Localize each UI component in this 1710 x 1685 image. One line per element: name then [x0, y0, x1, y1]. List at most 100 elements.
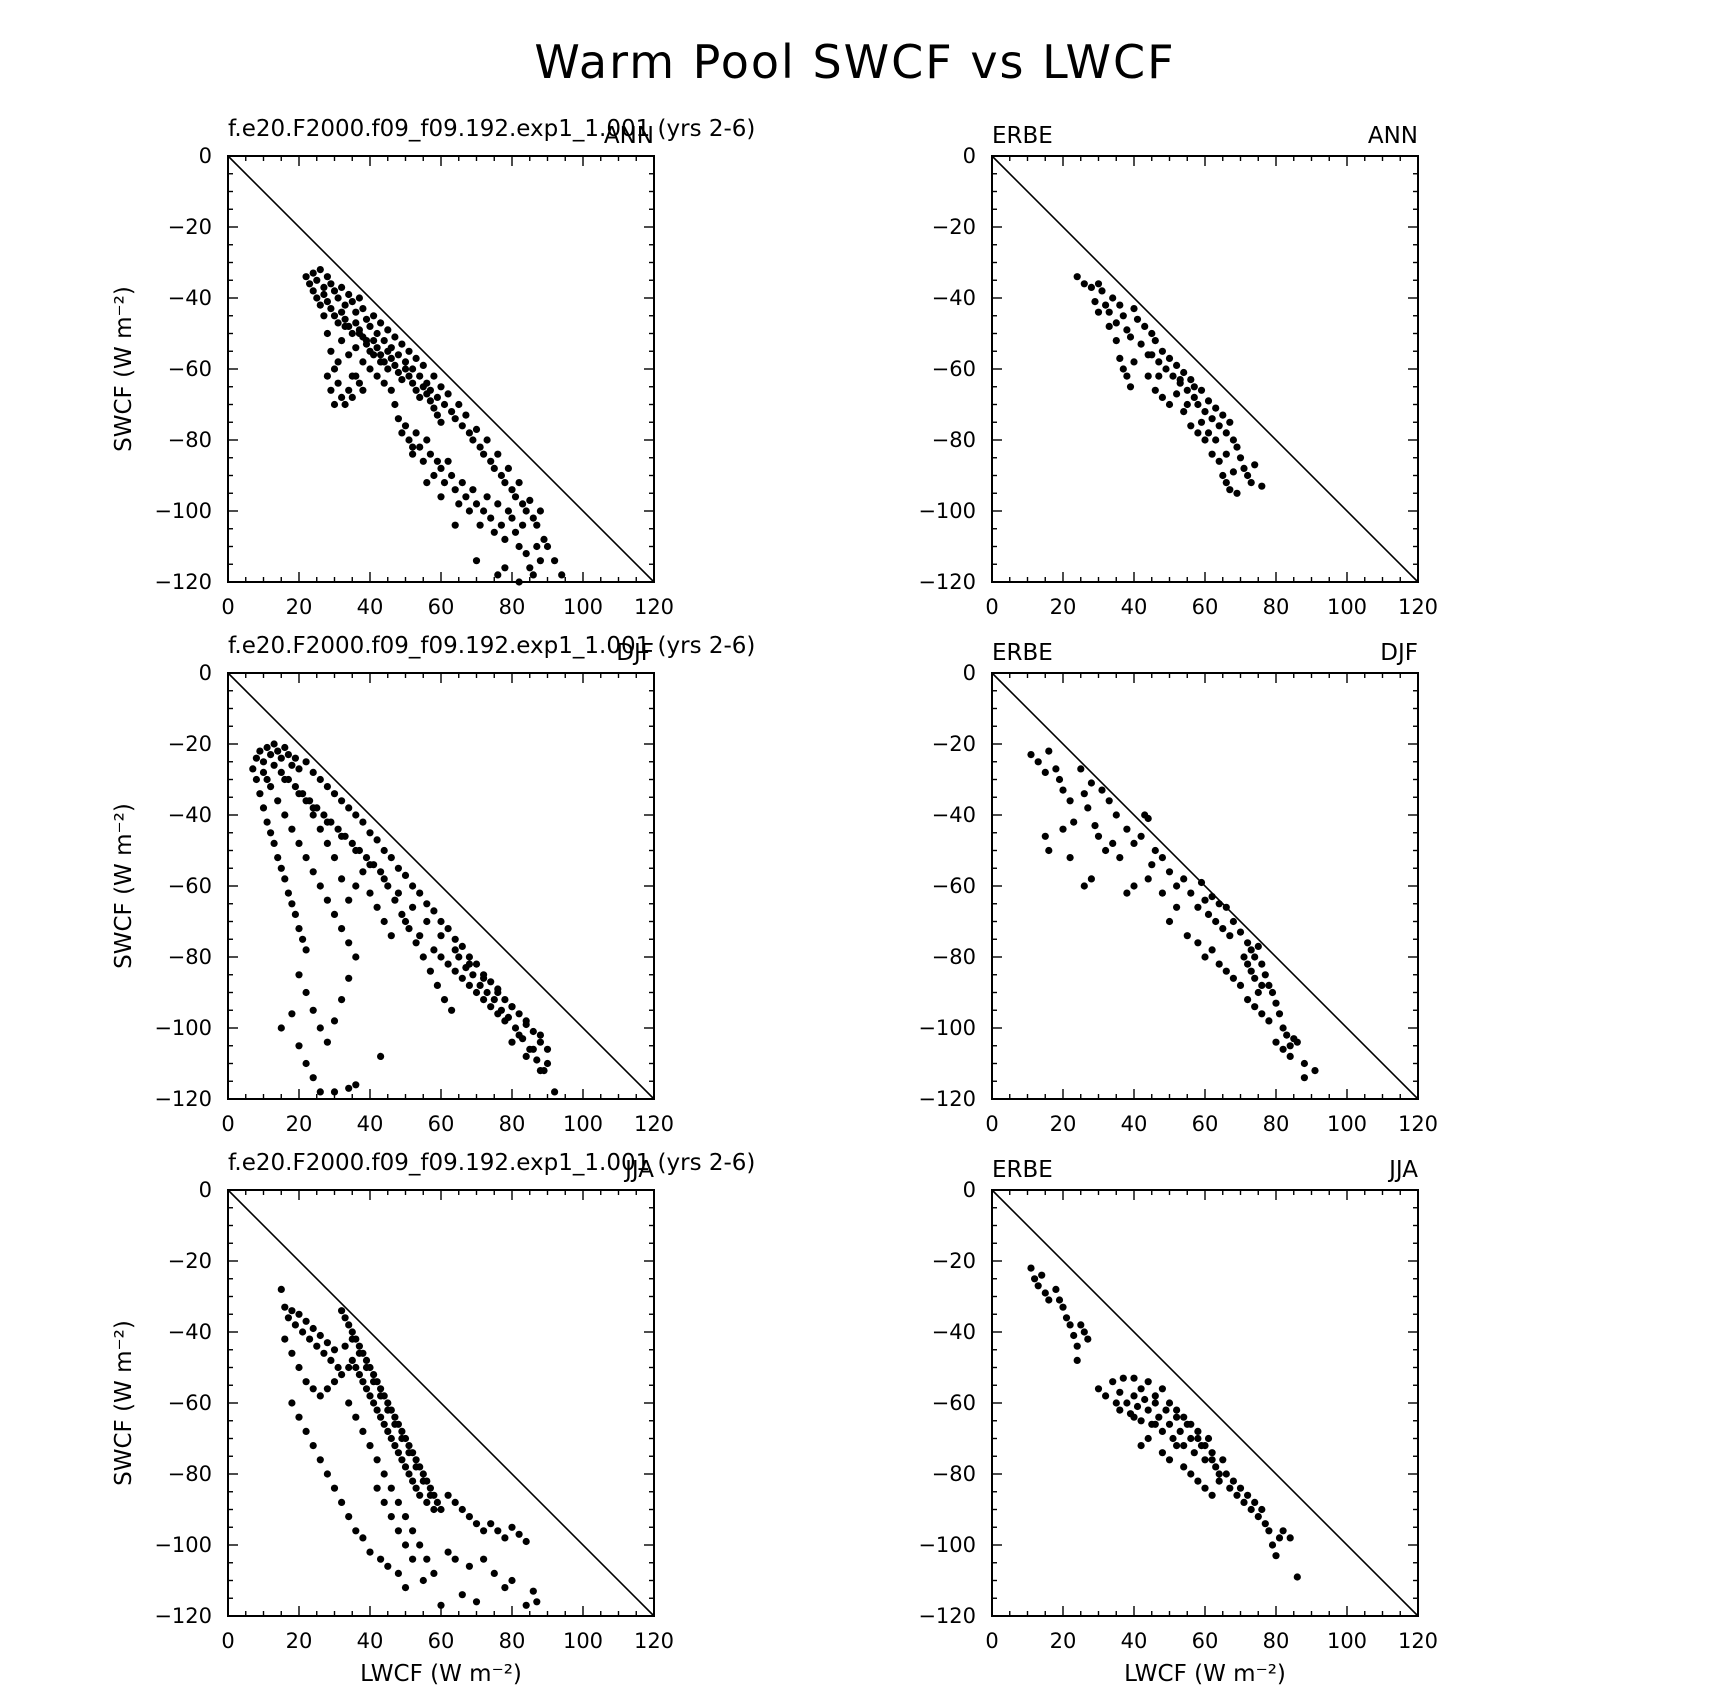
- data-point: [416, 393, 424, 401]
- data-point: [476, 443, 484, 451]
- data-point: [1286, 1052, 1294, 1060]
- data-point: [1286, 1042, 1294, 1050]
- data-point: [483, 493, 491, 501]
- data-point: [433, 1498, 441, 1506]
- y-tick-label: −20: [932, 1249, 976, 1273]
- data-point: [472, 1520, 481, 1528]
- y-tick-label: −100: [918, 1016, 976, 1040]
- data-point: [494, 500, 502, 508]
- data-point: [1169, 372, 1177, 380]
- data-point: [1190, 393, 1198, 401]
- data-point: [437, 418, 445, 426]
- data-point: [1236, 981, 1245, 990]
- x-tick-label: 120: [634, 595, 674, 619]
- data-point: [306, 280, 314, 288]
- data-point: [1119, 365, 1127, 373]
- x-axis-label: LWCF (W m⁻²): [1124, 1661, 1286, 1685]
- x-tick-label: 100: [1327, 595, 1367, 619]
- panel-erbe-djf: ERBE DJF 0 20 40 60 80 100 120 0 −20 −40 −60 −80 −10…: [918, 640, 1438, 1136]
- data-point: [1109, 294, 1117, 302]
- data-point: [1087, 779, 1095, 787]
- data-point: [1300, 1059, 1308, 1068]
- y-tick-label: −60: [932, 874, 976, 898]
- data-point: [252, 754, 260, 762]
- data-point: [330, 365, 339, 373]
- data-point: [345, 804, 353, 812]
- data-point: [1180, 1413, 1188, 1421]
- data-point: [1087, 283, 1095, 291]
- data-point: [341, 301, 349, 309]
- data-point: [391, 896, 399, 904]
- data-point: [448, 471, 456, 480]
- data-point: [338, 797, 346, 805]
- data-point: [334, 379, 342, 387]
- data-point: [1144, 1434, 1152, 1443]
- data-point: [380, 379, 388, 387]
- data-point: [1158, 1427, 1166, 1435]
- data-point: [409, 882, 417, 890]
- data-point: [1240, 1498, 1248, 1506]
- data-point: [398, 1456, 406, 1464]
- data-point: [1102, 846, 1110, 855]
- data-point: [401, 358, 410, 366]
- data-point: [341, 400, 349, 409]
- data-point: [373, 1484, 381, 1492]
- data-point: [1194, 939, 1202, 947]
- data-point: [1197, 878, 1206, 887]
- data-point: [295, 1042, 303, 1050]
- data-point: [1212, 436, 1220, 444]
- data-point: [302, 1059, 310, 1068]
- data-point: [1293, 1038, 1301, 1046]
- data-point: [359, 1534, 367, 1542]
- data-point: [345, 1084, 353, 1092]
- data-point: [284, 889, 292, 897]
- data-point: [267, 829, 275, 837]
- data-point: [501, 996, 509, 1004]
- data-point: [348, 298, 356, 306]
- data-point: [1041, 768, 1049, 777]
- data-point: [1187, 1434, 1195, 1443]
- data-point: [1268, 1541, 1277, 1549]
- reference-line: [991, 155, 1419, 583]
- data-point: [1201, 1484, 1209, 1492]
- data-point: [490, 1569, 498, 1577]
- x-tick-label: 60: [428, 1629, 455, 1653]
- data-point: [1187, 1470, 1195, 1478]
- data-point: [487, 1520, 495, 1528]
- data-point: [1226, 486, 1234, 494]
- x-tick-label: 40: [357, 595, 384, 619]
- data-point: [536, 1038, 545, 1046]
- data-point: [1116, 854, 1124, 862]
- data-point: [1279, 1527, 1287, 1535]
- data-point: [352, 344, 360, 352]
- data-point: [465, 981, 473, 990]
- data-point: [288, 1399, 296, 1407]
- y-tick-label: −20: [168, 732, 212, 756]
- data-point: [1080, 280, 1088, 288]
- data-point: [302, 758, 310, 766]
- data-point: [355, 379, 363, 387]
- data-point: [334, 319, 342, 327]
- data-point: [338, 925, 346, 933]
- data-point: [373, 1406, 381, 1414]
- data-point: [423, 900, 431, 908]
- data-point: [370, 1399, 378, 1407]
- data-point: [288, 900, 296, 908]
- data-point: [281, 1303, 289, 1311]
- data-point: [1240, 464, 1248, 472]
- y-tick-label: −40: [932, 1320, 976, 1344]
- data-point: [430, 404, 438, 412]
- data-point: [1155, 1413, 1163, 1421]
- data-point: [1045, 846, 1053, 855]
- data-point: [249, 765, 257, 773]
- data-point: [437, 917, 445, 926]
- data-point: [419, 1470, 427, 1478]
- data-point: [1091, 822, 1099, 830]
- data-point: [1151, 337, 1159, 345]
- data-point: [380, 358, 388, 366]
- data-point: [373, 836, 381, 844]
- data-point: [480, 996, 488, 1004]
- data-point: [327, 386, 335, 394]
- data-point: [529, 514, 537, 522]
- data-point: [362, 1385, 371, 1393]
